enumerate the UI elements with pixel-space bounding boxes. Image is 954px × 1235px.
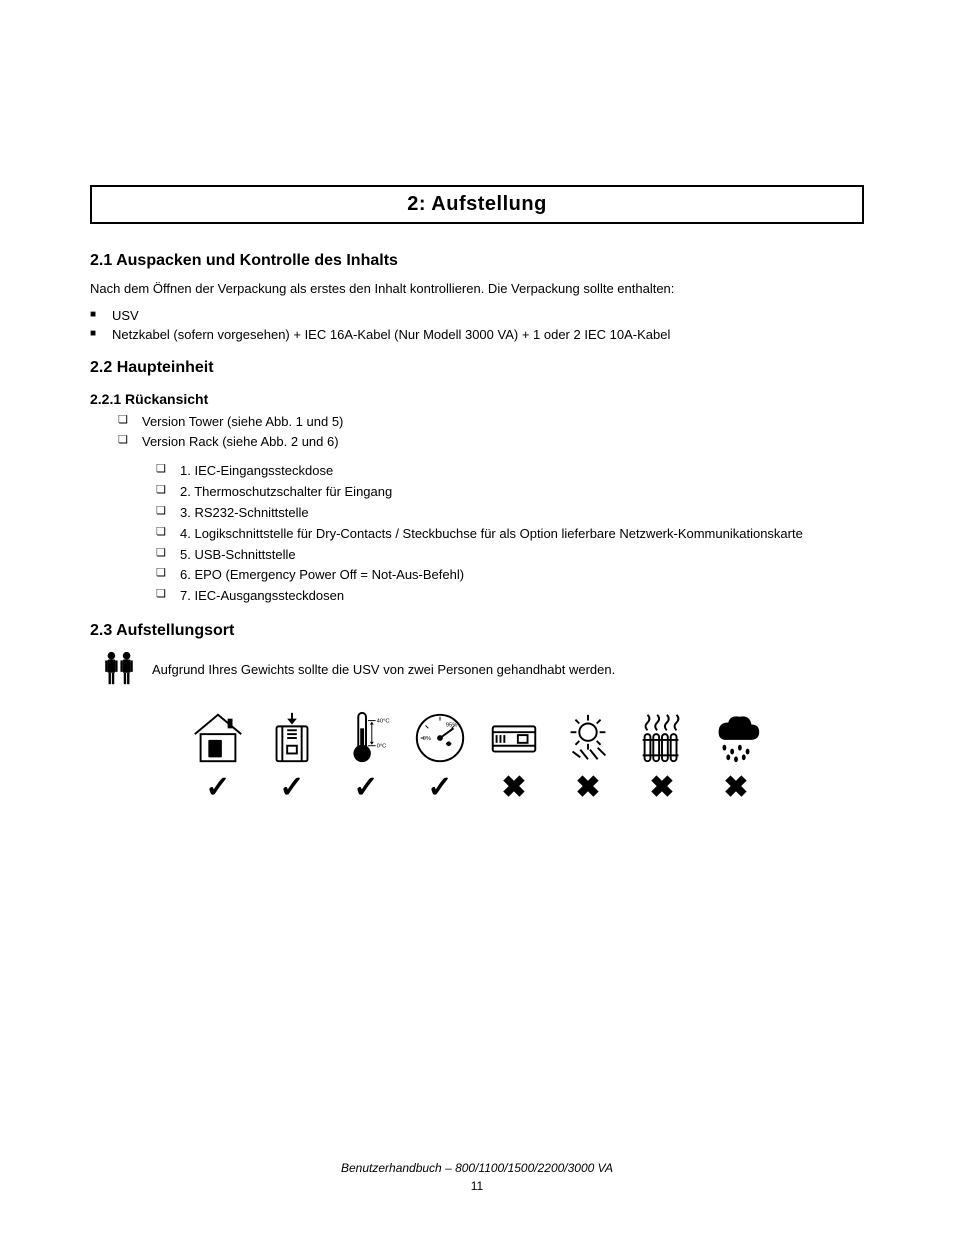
svg-text:0°C: 0°C xyxy=(377,744,387,750)
svg-text:95%: 95% xyxy=(446,723,458,729)
cross-icon: ✖ xyxy=(723,770,748,805)
cross-icon: ✖ xyxy=(501,770,526,805)
env-moisture: ✖ xyxy=(703,708,769,805)
svg-text:40°C: 40°C xyxy=(377,719,390,725)
env-sideways: ✖ xyxy=(481,708,547,805)
env-indoor: ✓ xyxy=(185,708,251,805)
section-unpack-heading: 2.1 Auspacken und Kontrolle des Inhalts xyxy=(90,252,864,270)
list-item: 5. USB-Schnittstelle xyxy=(156,546,864,565)
check-icon: ✓ xyxy=(279,770,304,805)
list-item: 7. IEC-Ausgangssteckdosen xyxy=(156,587,864,606)
list-item: Version Rack (siehe Abb. 2 und 6) xyxy=(118,433,864,452)
views-sublist: 1. IEC-Eingangssteckdose 2. Thermoschutz… xyxy=(156,462,864,606)
footer-manual-title: Benutzerhandbuch – 800/1100/1500/2200/30… xyxy=(341,1161,613,1175)
env-humidity: 0% 95% xyxy=(407,708,473,805)
two-people-text: Aufgrund Ihres Gewichts sollte die USV v… xyxy=(152,662,615,677)
upright-icon xyxy=(262,708,322,768)
env-heat-source: ✖ xyxy=(629,708,695,805)
list-item: 2. Thermoschutzschalter für Eingang xyxy=(156,483,864,502)
subsection-views-heading: 2.2.1 Rückansicht xyxy=(90,391,864,407)
env-temperature: 40°C 0°C ✓ xyxy=(333,708,399,805)
house-icon xyxy=(188,708,248,768)
section-mainunit-heading: 2.2 Haupteinheit xyxy=(90,359,864,377)
list-item: USV xyxy=(90,306,864,326)
chapter-title: 2: Aufstellung xyxy=(90,185,864,224)
footer-page-number: 11 xyxy=(0,1179,954,1193)
environment-icon-row: ✓ xyxy=(90,708,864,805)
list-item: Netzkabel (sofern vorgesehen) + IEC 16A-… xyxy=(90,325,864,345)
humidity-gauge-icon: 0% 95% xyxy=(410,708,470,768)
check-icon: ✓ xyxy=(427,770,452,805)
list-item: 6. EPO (Emergency Power Off = Not-Aus-Be… xyxy=(156,566,864,585)
cross-icon: ✖ xyxy=(649,770,674,805)
check-icon: ✓ xyxy=(205,770,230,805)
list-item: 1. IEC-Eingangssteckdose xyxy=(156,462,864,481)
svg-text:0%: 0% xyxy=(423,736,431,742)
two-people-icon xyxy=(100,650,138,688)
unpack-list: USV Netzkabel (sofern vorgesehen) + IEC … xyxy=(90,306,864,345)
check-icon: ✓ xyxy=(353,770,378,805)
radiator-icon xyxy=(632,708,692,768)
section-unpack-body: Nach dem Öffnen der Verpackung als erste… xyxy=(90,280,864,298)
thermometer-icon: 40°C 0°C xyxy=(336,708,396,768)
sun-icon xyxy=(558,708,618,768)
views-list: Version Tower (siehe Abb. 1 und 5) Versi… xyxy=(118,413,864,453)
rain-cloud-icon xyxy=(706,708,766,768)
section-location-heading: 2.3 Aufstellungsort xyxy=(90,622,864,640)
list-item: 4. Logikschnittstelle für Dry-Contacts /… xyxy=(156,525,864,544)
sideways-icon xyxy=(484,708,544,768)
list-item: 3. RS232-Schnittstelle xyxy=(156,504,864,523)
env-sunlight: ✖ xyxy=(555,708,621,805)
page-footer: Benutzerhandbuch – 800/1100/1500/2200/30… xyxy=(0,1161,954,1193)
list-item: Version Tower (siehe Abb. 1 und 5) xyxy=(118,413,864,432)
env-upright: ✓ xyxy=(259,708,325,805)
cross-icon: ✖ xyxy=(575,770,600,805)
